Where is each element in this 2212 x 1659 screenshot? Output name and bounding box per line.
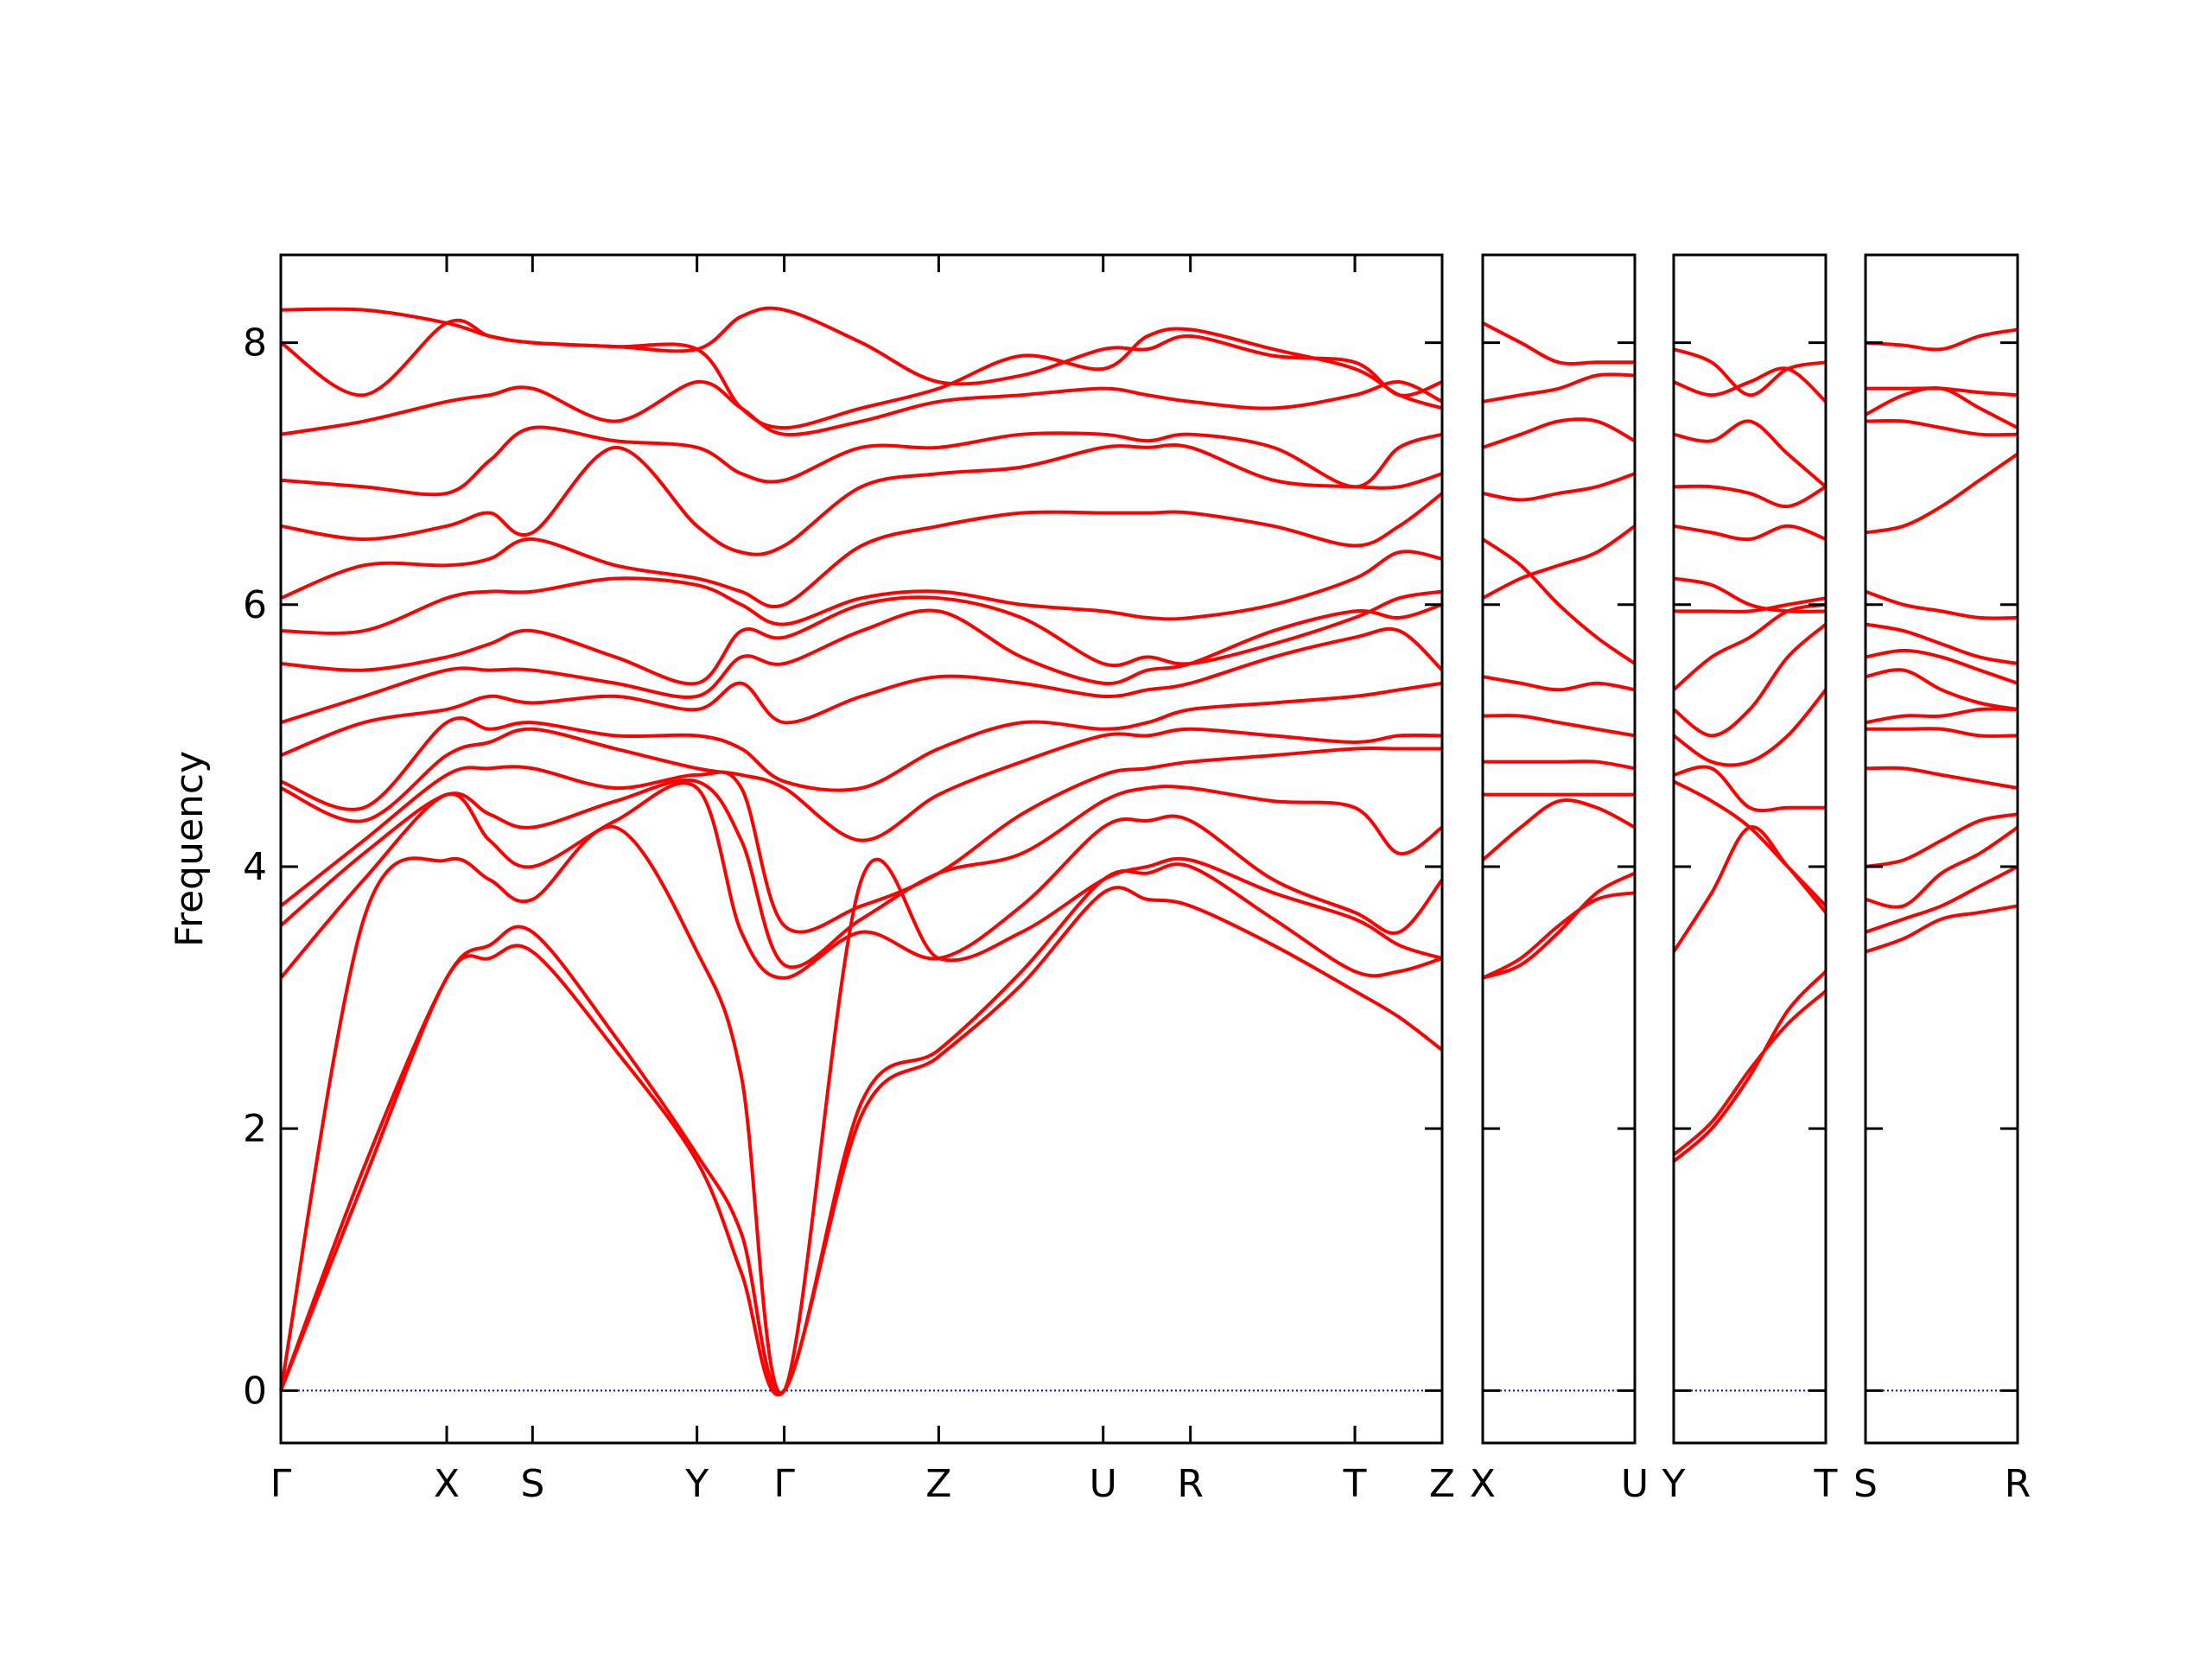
band-line — [1482, 675, 1636, 692]
band-line — [1672, 689, 1827, 767]
y-tick-label: 6 — [243, 583, 267, 627]
band-line — [280, 727, 1443, 842]
band-line — [1865, 812, 2018, 868]
x-tick-label: Y — [1662, 1462, 1686, 1506]
band-line — [280, 380, 1443, 437]
band-line — [280, 443, 1443, 556]
band-line — [1865, 668, 2018, 712]
band-line — [1673, 484, 1827, 509]
band-line — [1672, 969, 1827, 1163]
y-tick-label: 0 — [243, 1369, 267, 1413]
x-tick-label: U — [1090, 1462, 1117, 1506]
band-line — [1865, 865, 2018, 934]
y-tick-label: 2 — [243, 1107, 267, 1151]
x-tick-label: X — [434, 1462, 460, 1506]
band-line — [1482, 891, 1636, 980]
band-line — [279, 778, 1444, 969]
band-line — [1673, 779, 1827, 907]
band-line — [1672, 602, 1827, 691]
band-line — [1865, 648, 2018, 685]
x-tick-label: U — [1621, 1462, 1649, 1506]
band-line — [280, 626, 1444, 757]
y-tick-label: 4 — [243, 845, 267, 889]
band-line — [1673, 347, 1827, 397]
x-tick-label: T — [1343, 1462, 1367, 1506]
band-line — [1481, 798, 1636, 861]
band-line — [1483, 760, 1636, 771]
band-line — [1865, 452, 2019, 535]
x-tick-label: S — [520, 1462, 544, 1506]
x-tick-label: Γ — [773, 1462, 795, 1506]
band-line — [279, 862, 1443, 1395]
axes-frame — [1481, 253, 1637, 1445]
axes-frame — [1672, 253, 1827, 1445]
band-line — [1672, 622, 1827, 738]
band-line — [1672, 989, 1827, 1157]
x-tick-label: Γ — [270, 1462, 292, 1506]
x-tick-label: R — [1177, 1462, 1204, 1506]
band-line — [1482, 472, 1636, 502]
x-tick-label: T — [1814, 1462, 1838, 1506]
x-tick-label: R — [2005, 1462, 2031, 1506]
band-line — [280, 681, 1443, 811]
band-line — [1865, 386, 2018, 397]
x-tick-label: Z — [1429, 1462, 1455, 1506]
band-line — [1482, 714, 1636, 738]
band-line — [280, 602, 1443, 725]
band-line — [280, 425, 1443, 497]
x-tick-label: X — [1470, 1462, 1496, 1506]
band-line — [1865, 825, 2019, 909]
band-line — [1865, 904, 2018, 954]
band-line — [1865, 589, 2018, 620]
band-line — [1674, 596, 1827, 613]
band-line — [1482, 372, 1636, 404]
band-line — [280, 492, 1444, 608]
x-tick-label: Z — [925, 1462, 951, 1506]
band-line — [1673, 576, 1827, 613]
band-line — [1865, 707, 2018, 725]
band-line — [1673, 366, 1827, 404]
band-line — [280, 589, 1443, 686]
axes-frame — [1864, 253, 2019, 1445]
band-line — [1482, 417, 1636, 449]
band-line — [1481, 537, 1637, 665]
x-tick-label: S — [1853, 1462, 1878, 1506]
band-line — [1482, 871, 1636, 980]
band-line — [1482, 321, 1635, 365]
band-line — [280, 550, 1443, 635]
band-line — [1673, 524, 1827, 542]
band-line — [279, 824, 1443, 1395]
axes-frame — [279, 253, 1444, 1445]
band-line — [1673, 419, 1827, 488]
band-line — [280, 306, 1443, 397]
band-line — [279, 746, 1442, 934]
band-line — [1865, 622, 2018, 665]
band-line — [1482, 524, 1637, 600]
y-axis-label: Frequency — [168, 751, 212, 947]
band-line — [1866, 727, 2018, 738]
band-line — [1865, 766, 2018, 790]
band-line — [1865, 327, 2018, 352]
band-line — [279, 318, 1443, 430]
y-tick-label: 8 — [243, 321, 267, 365]
band-line — [1865, 418, 2018, 437]
band-line — [1673, 765, 1826, 813]
x-tick-label: Y — [684, 1462, 709, 1506]
band-line — [279, 781, 1444, 980]
